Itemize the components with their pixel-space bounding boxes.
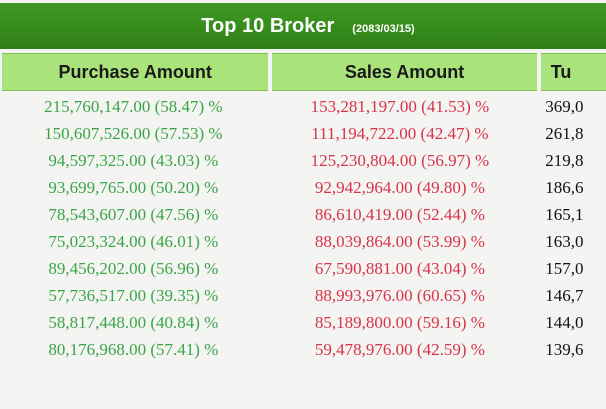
turnover-cell: 139,6 <box>545 339 584 359</box>
sales-amount-cell: 59,478,976.00 (42.59) % <box>314 339 485 359</box>
purchase-amount-cell: 93,699,765.00 (50.20) % <box>48 177 219 197</box>
table-row: 215,760,147.00 (58.47) % 153,281,197.00 … <box>0 93 606 120</box>
purchase-amount-cell: 75,023,324.00 (46.01) % <box>48 231 219 251</box>
turnover-cell: 163,0 <box>545 231 584 251</box>
purchase-amount-cell: 57,736,517.00 (39.35) % <box>48 285 219 305</box>
purchase-amount-cell: 89,456,202.00 (56.96) % <box>48 258 219 278</box>
table-row: 58,817,448.00 (40.84) % 85,189,800.00 (5… <box>0 309 606 336</box>
turnover-cell: 146,7 <box>545 285 584 305</box>
table-row: 78,543,607.00 (47.56) % 86,610,419.00 (5… <box>0 201 606 228</box>
table-header-row: Purchase Amount Sales Amount Tu <box>0 53 606 91</box>
sales-amount-cell: 153,281,197.00 (41.53) % <box>310 96 490 116</box>
header-sales-amount[interactable]: Sales Amount <box>272 53 537 91</box>
sales-amount-cell: 88,993,976.00 (60.65) % <box>314 285 485 305</box>
panel-date: (2083/03/15) <box>352 22 415 35</box>
sales-amount-cell: 88,039,864.00 (53.99) % <box>314 231 485 251</box>
sales-amount-cell: 67,590,881.00 (43.04) % <box>314 258 485 278</box>
title-bar: Top 10 Broker (2083/03/15) <box>0 3 606 49</box>
title-wrap: Top 10 Broker (2083/03/15) <box>201 15 414 38</box>
purchase-amount-cell: 150,607,526.00 (57.53) % <box>44 123 223 143</box>
header-turnover[interactable]: Tu <box>540 53 606 91</box>
purchase-amount-cell: 58,817,448.00 (40.84) % <box>48 312 219 332</box>
sales-amount-cell: 111,194,722.00 (42.47) % <box>311 123 489 143</box>
table-row: 57,736,517.00 (39.35) % 88,993,976.00 (6… <box>0 282 606 309</box>
turnover-cell: 144,0 <box>545 312 584 332</box>
turnover-cell: 165,1 <box>545 204 584 224</box>
turnover-cell: 186,6 <box>545 177 584 197</box>
sales-amount-cell: 92,942,964.00 (49.80) % <box>314 177 485 197</box>
sales-amount-cell: 85,189,800.00 (59.16) % <box>314 312 485 332</box>
header-purchase-amount[interactable]: Purchase Amount <box>2 53 269 91</box>
purchase-amount-cell: 94,597,325.00 (43.03) % <box>48 150 219 170</box>
sales-amount-cell: 125,230,804.00 (56.97) % <box>310 150 490 170</box>
turnover-cell: 219,8 <box>545 150 584 170</box>
table-row: 150,607,526.00 (57.53) % 111,194,722.00 … <box>0 120 606 147</box>
purchase-amount-cell: 78,543,607.00 (47.56) % <box>48 204 219 224</box>
purchase-amount-cell: 80,176,968.00 (57.41) % <box>48 339 219 359</box>
sales-amount-cell: 86,610,419.00 (52.44) % <box>314 204 485 224</box>
table-row: 93,699,765.00 (50.20) % 92,942,964.00 (4… <box>0 174 606 201</box>
table-row: 75,023,324.00 (46.01) % 88,039,864.00 (5… <box>0 228 606 255</box>
purchase-amount-cell: 215,760,147.00 (58.47) % <box>44 96 223 116</box>
table-row: 80,176,968.00 (57.41) % 59,478,976.00 (4… <box>0 336 606 363</box>
turnover-cell: 157,0 <box>545 258 584 278</box>
turnover-cell: 369,0 <box>545 96 584 116</box>
turnover-cell: 261,8 <box>545 123 584 143</box>
table-row: 94,597,325.00 (43.03) % 125,230,804.00 (… <box>0 147 606 174</box>
table-row: 89,456,202.00 (56.96) % 67,590,881.00 (4… <box>0 255 606 282</box>
panel-title: Top 10 Broker <box>201 14 335 37</box>
broker-table-body: 215,760,147.00 (58.47) % 153,281,197.00 … <box>0 93 606 363</box>
